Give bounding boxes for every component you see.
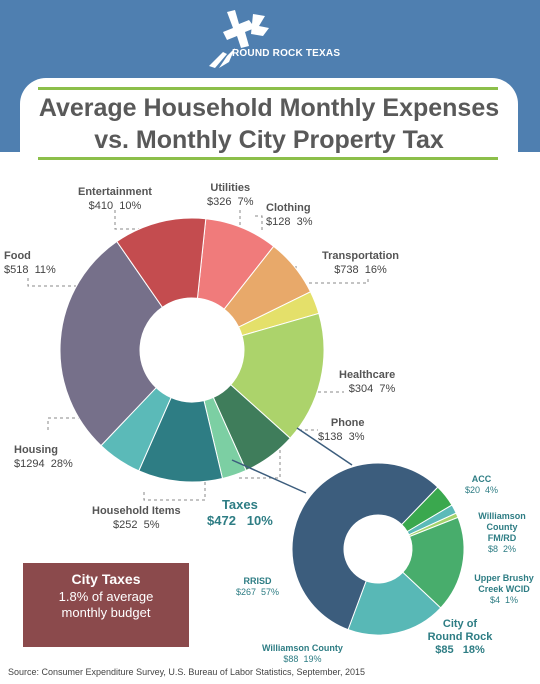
label-city-round-rock-percent: 18%: [462, 644, 485, 656]
label-transportation-amount: $738: [334, 264, 359, 276]
expense-slice-housing: [59, 240, 164, 447]
label-household-items-percent: 5%: [143, 519, 160, 531]
label-rrisd-amount: $267: [236, 587, 257, 597]
label-transportation: Transportation $738 16%: [322, 249, 399, 277]
label-clothing: Clothing $128 3%: [266, 201, 313, 229]
label-acc: ACC $20 4%: [465, 474, 498, 496]
label-housing: Housing $1294 28%: [14, 443, 73, 471]
taxes-connector-1: [231, 459, 307, 494]
label-wilco-percent: 19%: [303, 654, 322, 664]
label-rrisd-name: RRISD: [243, 576, 272, 586]
label-wilco-fmrd-amount: $8: [487, 544, 498, 554]
city-taxes-text: 1.8% of average monthly budget: [58, 589, 154, 620]
label-city-round-rock: City of Round Rock $85 18%: [426, 618, 494, 657]
label-phone: Phone $138 3%: [318, 416, 365, 444]
label-food-percent: 11%: [34, 264, 56, 276]
label-city-round-rock-name: City of Round Rock: [427, 618, 493, 643]
label-taxes-name: Taxes: [221, 497, 258, 512]
label-utilities-amount: $326: [207, 196, 232, 208]
label-transportation-percent: 16%: [364, 264, 387, 276]
label-taxes-percent: 10%: [246, 513, 273, 528]
label-housing-percent: 28%: [50, 458, 73, 470]
label-acc-name: ACC: [471, 474, 492, 484]
label-entertainment-percent: 10%: [119, 200, 142, 212]
leader-line-taxes: [238, 450, 281, 479]
label-food-amount: $518: [4, 264, 29, 276]
label-entertainment-name: Entertainment: [78, 186, 152, 198]
label-clothing-amount: $128: [266, 216, 291, 228]
label-taxes: Taxes $472 10%: [207, 497, 273, 529]
label-acc-percent: 4%: [485, 485, 499, 495]
expense-slice-food: [116, 217, 207, 308]
label-food-name: Food: [4, 250, 31, 262]
tax-slice-williamson-county: [347, 571, 442, 636]
label-healthcare: Healthcare $304 7%: [339, 368, 395, 396]
label-utilities-name: Utilities: [210, 182, 251, 194]
label-wilco-fmrd-name: Williamson County FM/RD: [478, 511, 526, 543]
label-transportation-name: Transportation: [322, 250, 400, 262]
leader-line-clothing: [255, 215, 263, 232]
taxes-connector-2: [296, 427, 353, 466]
label-entertainment: Entertainment $410 10%: [78, 185, 152, 213]
leader-line-food: [27, 278, 76, 287]
leader-line-household-items: [143, 478, 206, 501]
label-wilco: Williamson County $88 19%: [262, 643, 343, 665]
label-acc-amount: $20: [465, 485, 481, 495]
label-household-items-name: Household Items: [92, 505, 181, 517]
city-taxes-title: City Taxes: [71, 571, 141, 587]
round-rock-logo-icon: [209, 10, 269, 68]
label-healthcare-percent: 7%: [379, 383, 396, 395]
label-wilco-fmrd-percent: 2%: [503, 544, 517, 554]
label-utilities: Utilities $326 7%: [207, 181, 254, 209]
leader-line-housing: [47, 417, 82, 430]
label-wilco-amount: $88: [283, 654, 299, 664]
page-title: Average Household Monthly Expenses vs. M…: [38, 94, 500, 154]
label-city-round-rock-amount: $85: [435, 644, 454, 656]
label-wilco-name: Williamson County: [262, 643, 343, 653]
expense-slice-transportation: [229, 312, 325, 439]
label-household-items-amount: $252: [113, 519, 138, 531]
label-healthcare-amount: $304: [348, 383, 374, 395]
title-panel: [20, 78, 518, 170]
label-upper-brushy-percent: 1%: [505, 595, 519, 605]
label-rrisd: RRISD $267 57%: [236, 576, 279, 598]
label-phone-name: Phone: [330, 417, 365, 429]
label-upper-brushy-amount: $4: [489, 595, 500, 605]
label-phone-percent: 3%: [348, 431, 365, 443]
label-food: Food $518 11%: [4, 249, 56, 277]
label-housing-name: Housing: [14, 444, 58, 456]
label-entertainment-amount: $410: [88, 200, 114, 212]
label-clothing-percent: 3%: [296, 216, 313, 228]
label-rrisd-percent: 57%: [261, 587, 280, 597]
taxes-donut: [291, 462, 465, 636]
label-upper-brushy-name: Upper Brushy Creek WCID: [474, 573, 534, 594]
expense-donut: [59, 217, 325, 483]
label-utilities-percent: 7%: [237, 196, 254, 208]
city-taxes-box: City Taxes 1.8% of average monthly budge…: [23, 563, 189, 647]
tax-slice-city-of-round-rock: [402, 516, 465, 609]
label-phone-amount: $138: [318, 431, 343, 443]
label-clothing-name: Clothing: [266, 202, 311, 214]
label-wilco-fmrd: Williamson County FM/RD $8 2%: [474, 511, 530, 555]
title-rule-bottom: [38, 157, 498, 160]
label-upper-brushy: Upper Brushy Creek WCID $4 1%: [468, 573, 540, 606]
label-taxes-amount: $472: [207, 513, 236, 528]
source-note: Source: Consumer Expenditure Survey, U.S…: [8, 667, 366, 677]
tax-slice-rrisd: [291, 462, 439, 631]
label-healthcare-name: Healthcare: [339, 369, 396, 381]
label-household-items: Household Items $252 5%: [92, 504, 181, 532]
logo-text: ROUND ROCK TEXAS: [232, 48, 341, 59]
title-rule-top: [38, 87, 498, 90]
label-housing-amount: $1294: [14, 458, 45, 470]
